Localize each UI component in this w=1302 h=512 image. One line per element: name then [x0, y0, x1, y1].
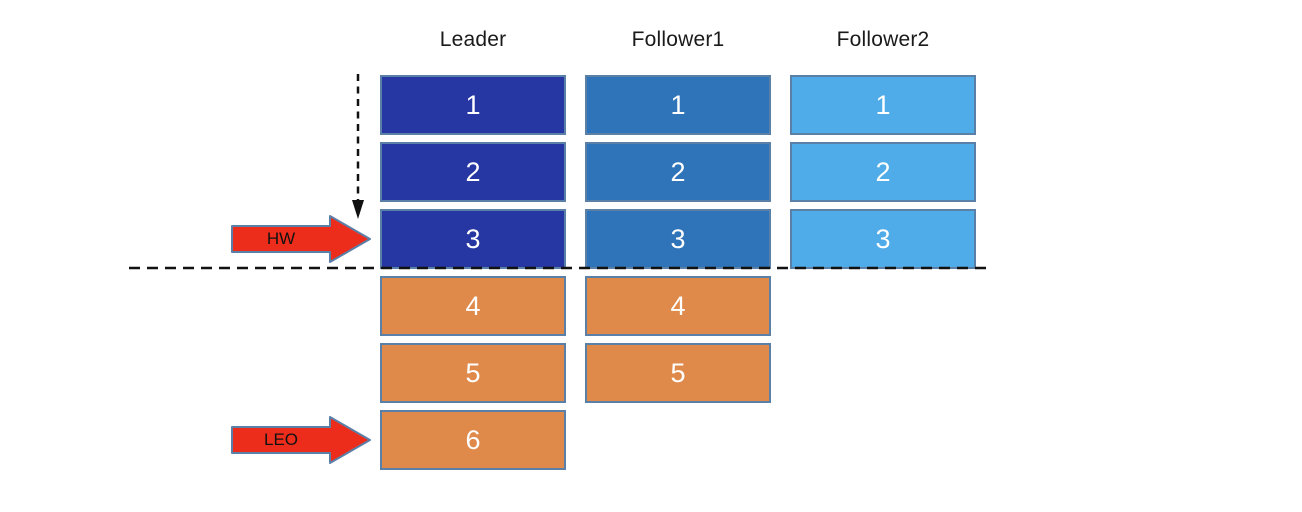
column-header-leader: Leader	[439, 28, 507, 51]
leo-arrow-icon	[231, 416, 371, 464]
column-header-follower1: Follower1	[631, 28, 725, 51]
log-block-follower1-2: 2	[585, 142, 771, 202]
log-block-leader-1: 1	[380, 75, 566, 135]
leo-marker: LEO	[231, 415, 373, 465]
log-block-leader-6: 6	[380, 410, 566, 470]
log-block-follower1-1: 1	[585, 75, 771, 135]
log-block-follower1-4: 4	[585, 276, 771, 336]
high-watermark-divider-line	[129, 266, 991, 270]
log-block-leader-3: 3	[380, 209, 566, 269]
dashed-down-arrow-icon	[352, 74, 364, 219]
log-block-follower2-2: 2	[790, 142, 976, 202]
leo-label: LEO	[263, 430, 299, 449]
log-block-leader-4: 4	[380, 276, 566, 336]
log-block-follower2-1: 1	[790, 75, 976, 135]
log-block-follower1-3: 3	[585, 209, 771, 269]
log-block-follower2-3: 3	[790, 209, 976, 269]
hw-marker: HW	[231, 214, 373, 264]
log-block-follower1-5: 5	[585, 343, 771, 403]
hw-label: HW	[266, 229, 296, 248]
column-header-follower2: Follower2	[836, 28, 930, 51]
hw-arrow-icon	[231, 215, 371, 263]
log-block-leader-2: 2	[380, 142, 566, 202]
log-block-leader-5: 5	[380, 343, 566, 403]
